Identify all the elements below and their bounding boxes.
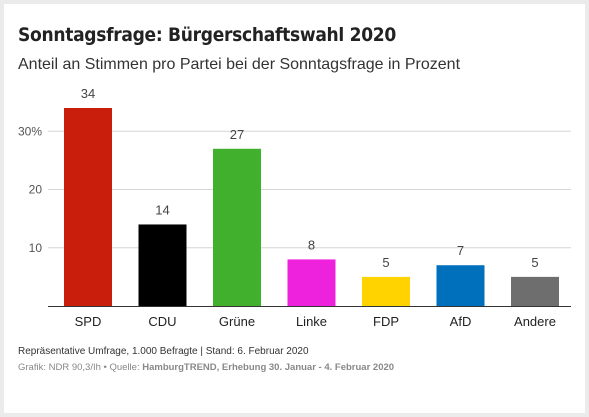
bar-andere	[511, 276, 559, 306]
bar-fdp	[362, 276, 410, 306]
source-credit: Grafik: NDR 90,3/Ih • Quelle: HamburgTRE…	[18, 362, 394, 373]
bar-linke	[287, 259, 336, 306]
y-tick-label: 20	[29, 183, 43, 197]
chart-title: Sonntagsfrage: Bürgerschaftswahl 2020	[18, 24, 396, 46]
category-label: Linke	[296, 314, 327, 329]
data-label: 8	[308, 237, 315, 252]
data-label: 5	[382, 255, 389, 270]
data-label: 5	[531, 255, 538, 270]
category-label: SPD	[75, 314, 102, 329]
bar-chart: 10 20 30% 34 SPD 14 CDU 27 Grüne 8 Linke 5 FDP 7 AfD 5 A…	[18, 86, 571, 329]
category-label: Grüne	[219, 314, 255, 329]
data-label: 14	[155, 202, 169, 217]
category-label: Andere	[514, 314, 556, 329]
chart-card: Sonntagsfrage: Bürgerschaftswahl 2020 An…	[4, 4, 585, 413]
data-label: 7	[457, 243, 464, 258]
data-label: 34	[81, 86, 95, 101]
category-label: AfD	[450, 314, 472, 329]
source-name: HamburgTREND, Erhebung 30. Januar - 4. F…	[142, 362, 395, 373]
bar-spd	[64, 108, 112, 306]
category-label: FDP	[373, 314, 399, 329]
y-tick-label: 10	[29, 241, 43, 255]
bar-grüne	[213, 148, 261, 306]
y-tick-label: 30%	[18, 124, 42, 138]
bar-afd	[436, 265, 485, 306]
source-prefix: Grafik: NDR 90,3/Ih • Quelle:	[18, 362, 143, 373]
chart-subtitle: Anteil an Stimmen pro Partei bei der Son…	[18, 56, 461, 73]
survey-note: Repräsentative Umfrage, 1.000 Befragte |…	[18, 346, 309, 357]
category-label: CDU	[148, 314, 176, 329]
data-label: 27	[230, 127, 244, 142]
bar-cdu	[138, 224, 187, 306]
